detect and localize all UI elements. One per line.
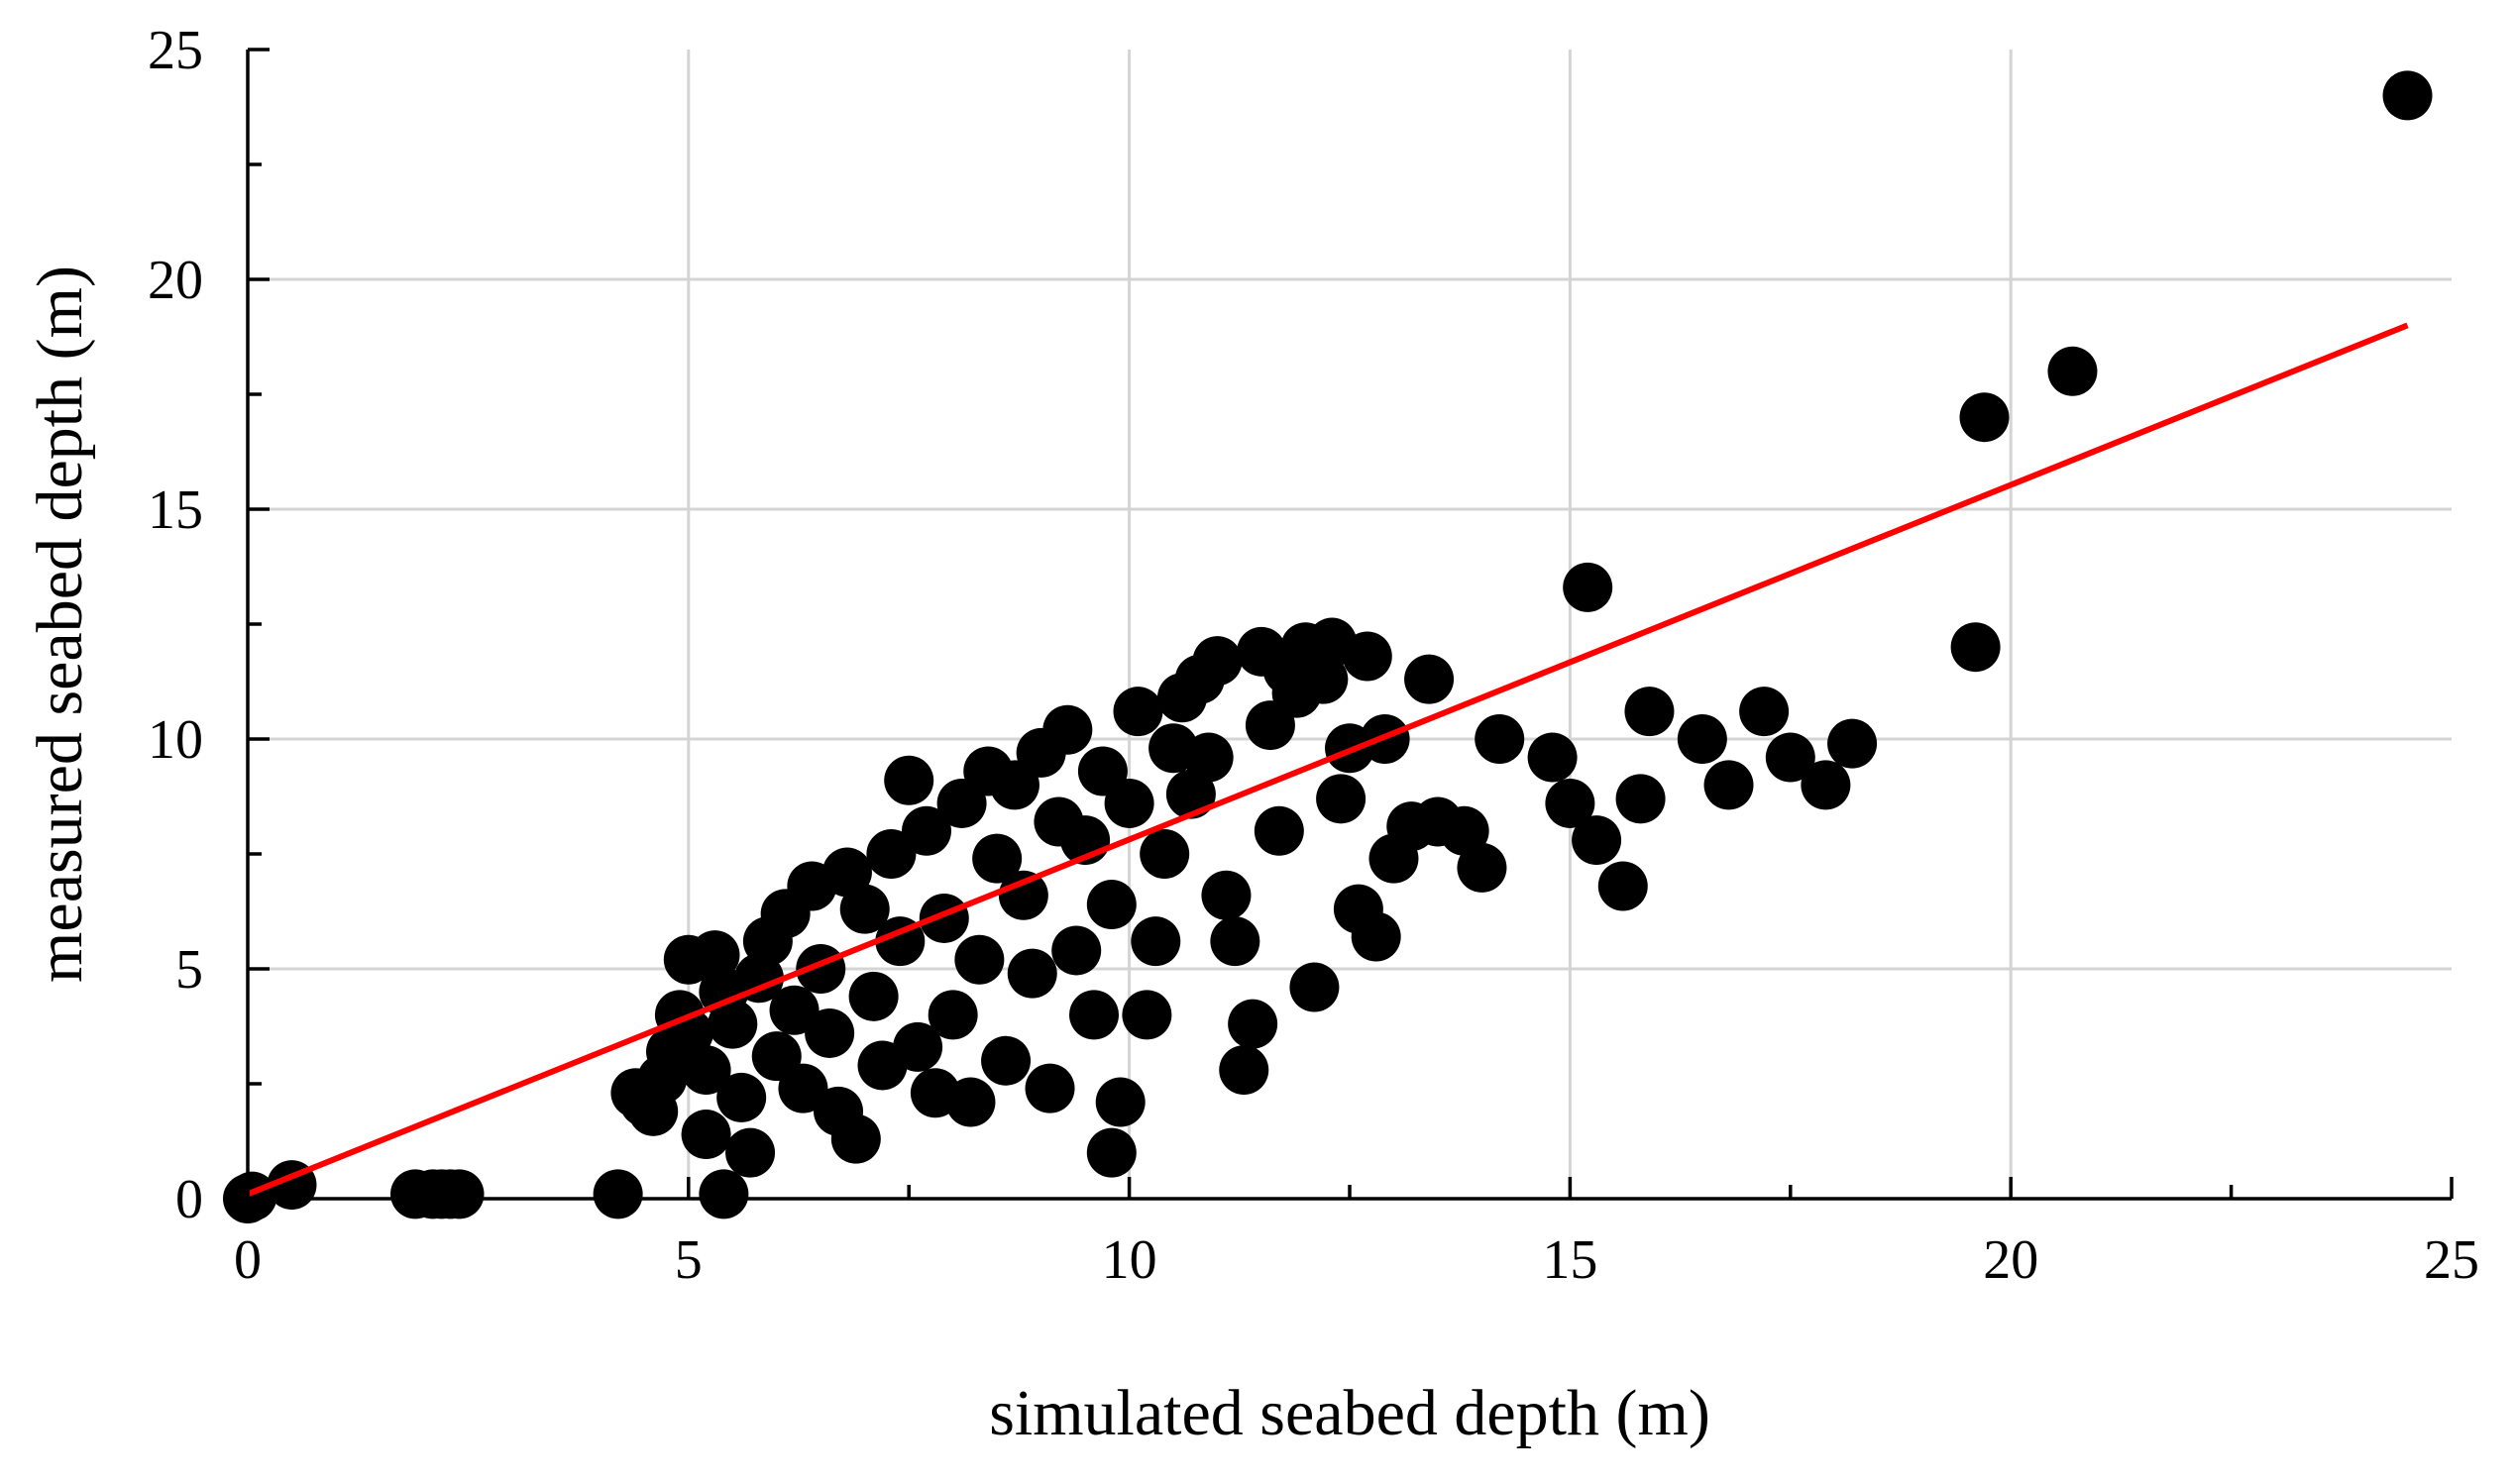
data-point (1765, 732, 1815, 783)
x-tick-label: 10 (1102, 1229, 1157, 1291)
data-point (1563, 562, 1613, 612)
data-point (981, 1035, 1032, 1086)
data-point (1201, 870, 1252, 920)
x-tick-label: 25 (2424, 1229, 2479, 1291)
data-point (893, 1021, 943, 1072)
data-point (1316, 774, 1367, 824)
data-point (1624, 687, 1675, 737)
data-point (884, 755, 934, 805)
y-axis-title: measured seabed depth (m) (24, 265, 96, 983)
data-point (1677, 714, 1727, 764)
data-point (928, 990, 978, 1040)
data-point (2382, 70, 2433, 121)
data-point (1289, 962, 1340, 1012)
x-tick-label: 5 (675, 1229, 703, 1291)
y-tick-label: 0 (175, 1169, 203, 1230)
grid (248, 50, 2452, 1199)
data-point (1140, 829, 1190, 879)
data-point (681, 1045, 731, 1096)
data-point (1086, 1127, 1137, 1178)
y-tick-label: 5 (175, 939, 203, 1001)
data-point (1342, 631, 1392, 682)
data-point (2047, 346, 2098, 396)
x-tick-label: 0 (234, 1229, 262, 1291)
data-point (1404, 654, 1455, 704)
data-point (954, 934, 1005, 985)
data-point (1228, 999, 1278, 1049)
data-point (593, 1169, 643, 1219)
axes (246, 48, 2454, 1201)
data-point (1351, 911, 1401, 962)
x-tick-label: 15 (1542, 1229, 1597, 1291)
data-point (699, 1169, 749, 1219)
data-point (1703, 760, 1754, 810)
data-point (1069, 990, 1120, 1040)
data-point (839, 884, 890, 934)
data-point (1210, 916, 1260, 967)
data-point (227, 1171, 277, 1221)
y-tick-label: 20 (148, 250, 203, 311)
tick-labels: 0 5 10 15 20 25 0 5 10 15 20 25 (148, 20, 2479, 1291)
data-point (830, 1113, 881, 1164)
data-point (1739, 687, 1790, 737)
data-point (1095, 1077, 1146, 1127)
data-point (945, 1077, 996, 1127)
data-point (778, 1063, 828, 1113)
data-point (1219, 1045, 1269, 1096)
x-axis-title: simulated seabed depth (m) (989, 1377, 1710, 1449)
data-point (848, 971, 899, 1021)
data-point (1827, 718, 1878, 769)
data-point (1007, 948, 1057, 999)
data-point (434, 1169, 485, 1219)
data-point (716, 1072, 767, 1122)
data-point (1615, 774, 1666, 824)
data-point (1086, 880, 1137, 930)
fit-line (246, 322, 2409, 1198)
data-point (805, 1007, 855, 1058)
data-point (998, 870, 1048, 920)
data-point (1950, 622, 2001, 673)
data-point (1457, 842, 1507, 893)
data-point (1572, 815, 1622, 866)
data-point (1545, 778, 1595, 828)
data-point (708, 999, 758, 1049)
data-point (1113, 687, 1163, 737)
data-point (725, 1127, 776, 1178)
y-tick-label: 25 (148, 20, 203, 81)
data-point (1959, 392, 2010, 443)
data-point (1597, 861, 1648, 911)
data-point (1527, 732, 1578, 783)
data-points (223, 70, 2433, 1223)
data-point (1042, 704, 1093, 755)
x-tick-label: 20 (1983, 1229, 2038, 1291)
data-point (1104, 778, 1154, 828)
data-point (1801, 760, 1851, 810)
data-point (1051, 925, 1102, 976)
y-tick-label: 10 (148, 709, 203, 771)
data-point (821, 847, 872, 898)
data-point (681, 1110, 731, 1160)
data-point (1192, 636, 1243, 687)
data-point (1025, 1063, 1075, 1113)
data-point (769, 985, 820, 1035)
y-tick-label: 15 (148, 479, 203, 541)
data-point (1183, 732, 1234, 783)
data-point (1439, 805, 1489, 856)
data-point (1475, 714, 1525, 764)
data-point (1254, 805, 1304, 856)
data-point (1122, 990, 1172, 1040)
data-point (866, 829, 917, 879)
data-point (1131, 916, 1181, 967)
data-point (901, 805, 951, 856)
data-point (972, 833, 1023, 884)
